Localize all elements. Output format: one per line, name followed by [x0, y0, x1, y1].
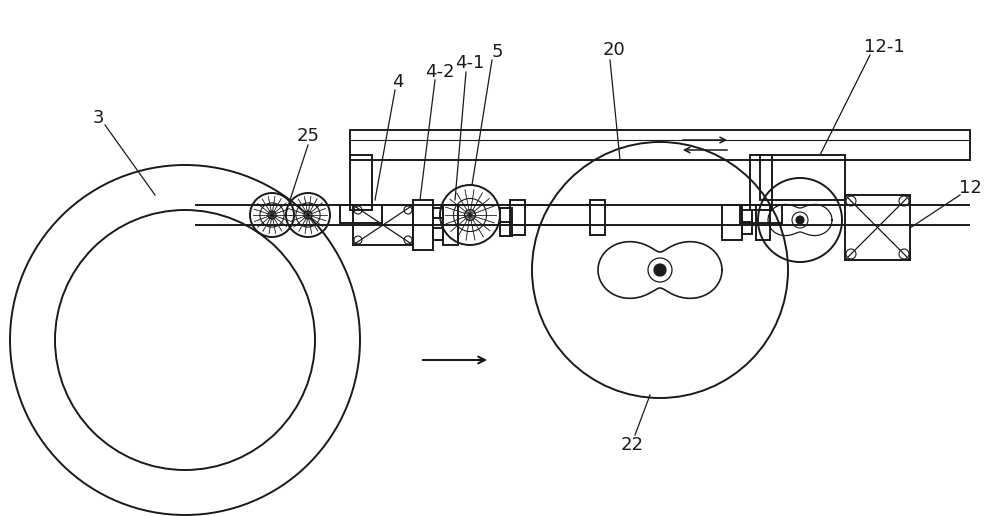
Bar [590, 200, 605, 235]
Bar [722, 205, 742, 240]
Text: 4-2: 4-2 [425, 63, 455, 81]
Text: 25: 25 [296, 127, 320, 145]
Bar [350, 130, 970, 160]
Bar [742, 222, 752, 234]
Bar [340, 205, 382, 223]
Text: 12: 12 [959, 179, 981, 197]
Bar [756, 205, 770, 240]
Circle shape [304, 211, 312, 219]
Bar [433, 208, 443, 218]
Bar [350, 155, 372, 210]
Circle shape [654, 264, 666, 276]
Text: 4-1: 4-1 [455, 54, 485, 72]
Text: 20: 20 [603, 41, 625, 59]
Bar [433, 228, 443, 240]
Text: 22: 22 [620, 436, 644, 454]
Bar [740, 205, 782, 223]
Bar [510, 200, 525, 235]
Bar [742, 210, 752, 222]
Circle shape [796, 216, 804, 224]
Bar [500, 208, 512, 222]
Bar [500, 222, 512, 236]
Bar [443, 205, 458, 245]
Bar [750, 155, 772, 210]
Bar [353, 205, 413, 245]
Bar [760, 155, 845, 200]
Bar [413, 200, 433, 250]
Bar [845, 195, 910, 260]
Text: 3: 3 [92, 109, 104, 127]
Circle shape [465, 209, 475, 220]
Text: 12-1: 12-1 [864, 38, 904, 56]
Circle shape [268, 211, 276, 219]
Text: 5: 5 [491, 43, 503, 61]
Text: 4: 4 [392, 73, 404, 91]
